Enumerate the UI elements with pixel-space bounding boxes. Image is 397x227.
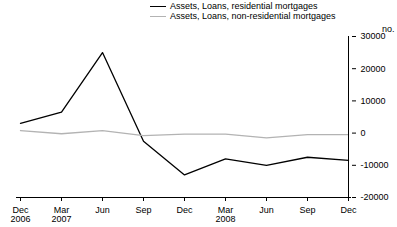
svg-text:Mar2007: Mar2007 bbox=[51, 205, 71, 224]
svg-text:Sep: Sep bbox=[135, 205, 151, 215]
svg-text:Jun: Jun bbox=[259, 205, 274, 215]
html-text:Assets, Loans, residential mor: Assets, Loans, residential mortgages bbox=[170, 1, 318, 11]
svg-text:-20000: -20000 bbox=[361, 192, 389, 202]
svg-text:10000: 10000 bbox=[361, 96, 386, 106]
svg-text:Dec: Dec bbox=[340, 205, 357, 215]
svg-text:0: 0 bbox=[361, 128, 366, 138]
svg-text:Dec2006: Dec2006 bbox=[10, 205, 30, 224]
svg-text:Sep: Sep bbox=[299, 205, 315, 215]
svg-text:Dec: Dec bbox=[176, 205, 193, 215]
svg-text:20000: 20000 bbox=[361, 64, 386, 74]
svg-text:-10000: -10000 bbox=[361, 160, 389, 170]
svg-text:Jun: Jun bbox=[95, 205, 110, 215]
html-text:Assets, Loans, non-residential: Assets, Loans, non-residential mortgages bbox=[170, 11, 336, 21]
svg-text:30000: 30000 bbox=[360, 31, 386, 42]
svg-text:no.: no. bbox=[382, 24, 395, 34]
svg-text:Mar2008: Mar2008 bbox=[215, 205, 235, 224]
